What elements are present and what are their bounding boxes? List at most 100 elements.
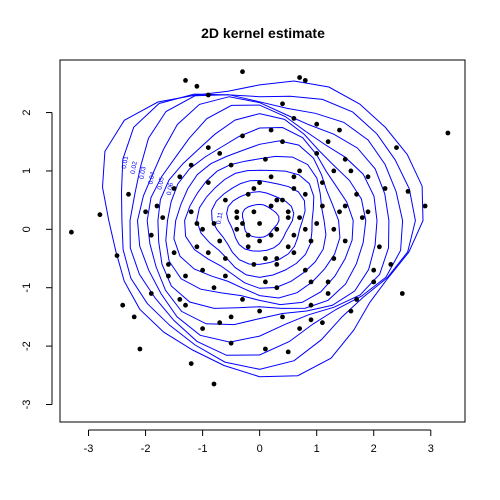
data-point — [234, 226, 240, 232]
data-point — [342, 238, 348, 244]
data-point — [223, 273, 228, 279]
data-point — [365, 174, 371, 180]
contour-line — [129, 94, 404, 356]
x-tick-label: -3 — [84, 443, 94, 455]
data-point — [297, 75, 302, 80]
y-axis: -3 -2 -1 0 1 2 — [21, 109, 53, 410]
data-point — [228, 340, 234, 346]
data-point — [297, 168, 302, 174]
data-points — [69, 69, 451, 387]
data-point — [280, 197, 285, 203]
data-point — [274, 197, 280, 203]
data-point — [251, 209, 257, 215]
contour-label: 0.03 — [139, 166, 148, 180]
data-point — [308, 279, 314, 285]
data-point — [308, 238, 314, 244]
data-point — [302, 78, 308, 83]
contour-line — [101, 80, 424, 378]
data-point — [320, 203, 325, 209]
data-point — [291, 186, 297, 191]
data-point — [354, 297, 359, 302]
data-point — [194, 221, 200, 226]
y-tick-label: 1 — [21, 168, 33, 174]
contour-line — [241, 203, 280, 238]
data-point — [291, 174, 297, 180]
data-point — [331, 226, 337, 232]
data-point — [337, 209, 342, 215]
contour-line — [211, 179, 306, 265]
data-point — [120, 302, 126, 308]
data-point — [325, 279, 331, 285]
y-tick-label: 2 — [21, 109, 33, 115]
data-point — [234, 215, 240, 221]
data-point — [240, 69, 245, 75]
data-point — [245, 191, 251, 197]
data-point — [359, 215, 365, 221]
data-point — [205, 180, 211, 186]
data-point — [200, 326, 206, 331]
x-axis: -3 -2 -1 0 1 2 3 — [84, 429, 434, 455]
data-point — [314, 151, 320, 156]
data-point — [320, 180, 325, 186]
data-point — [194, 244, 200, 250]
data-point — [171, 186, 177, 191]
y-tick-label: -1 — [21, 283, 33, 293]
data-point — [274, 285, 280, 291]
x-tick-label: 0 — [257, 443, 263, 455]
chart-title: 2D kernel estimate — [201, 25, 325, 41]
x-tick-label: -2 — [141, 443, 151, 455]
data-point — [280, 101, 285, 107]
data-point — [257, 308, 262, 314]
data-point — [183, 273, 188, 279]
data-point — [348, 168, 354, 174]
contour-label: 0.11 — [216, 211, 225, 225]
data-point — [177, 297, 183, 302]
data-point — [188, 162, 194, 168]
data-point — [166, 273, 171, 279]
data-point — [399, 291, 405, 296]
contour-line — [184, 155, 327, 289]
data-point — [274, 262, 280, 267]
x-tick-label: 1 — [314, 443, 320, 455]
data-point — [285, 349, 291, 355]
data-point — [245, 244, 251, 250]
y-tick-label: -2 — [21, 341, 33, 351]
data-point — [302, 267, 308, 273]
data-point — [240, 221, 245, 226]
data-point — [148, 232, 154, 238]
data-point — [325, 139, 331, 145]
data-point — [291, 232, 297, 238]
data-point — [302, 226, 308, 232]
data-point — [291, 250, 297, 256]
data-point — [114, 253, 120, 258]
data-point — [263, 156, 268, 162]
data-point — [240, 133, 245, 139]
data-point — [200, 226, 206, 232]
data-point — [217, 151, 223, 156]
data-point — [166, 262, 171, 267]
data-point — [394, 145, 399, 151]
data-point — [211, 285, 217, 291]
data-point — [382, 186, 388, 191]
data-point — [337, 127, 342, 133]
data-point — [188, 209, 194, 215]
data-point — [183, 302, 188, 308]
data-point — [251, 186, 257, 191]
data-point — [223, 256, 228, 261]
data-point — [228, 314, 234, 320]
data-point — [137, 346, 143, 352]
data-point — [371, 267, 377, 273]
data-point — [325, 291, 331, 296]
y-tick-label: -3 — [21, 400, 33, 410]
data-point — [160, 215, 166, 221]
data-point — [297, 215, 302, 221]
data-point — [257, 180, 262, 186]
data-point — [223, 197, 228, 203]
data-point — [377, 244, 382, 250]
data-point — [245, 232, 251, 238]
data-point — [183, 78, 188, 83]
data-point — [234, 209, 240, 215]
contour-label: 0.01 — [121, 155, 130, 169]
data-point — [365, 209, 371, 215]
